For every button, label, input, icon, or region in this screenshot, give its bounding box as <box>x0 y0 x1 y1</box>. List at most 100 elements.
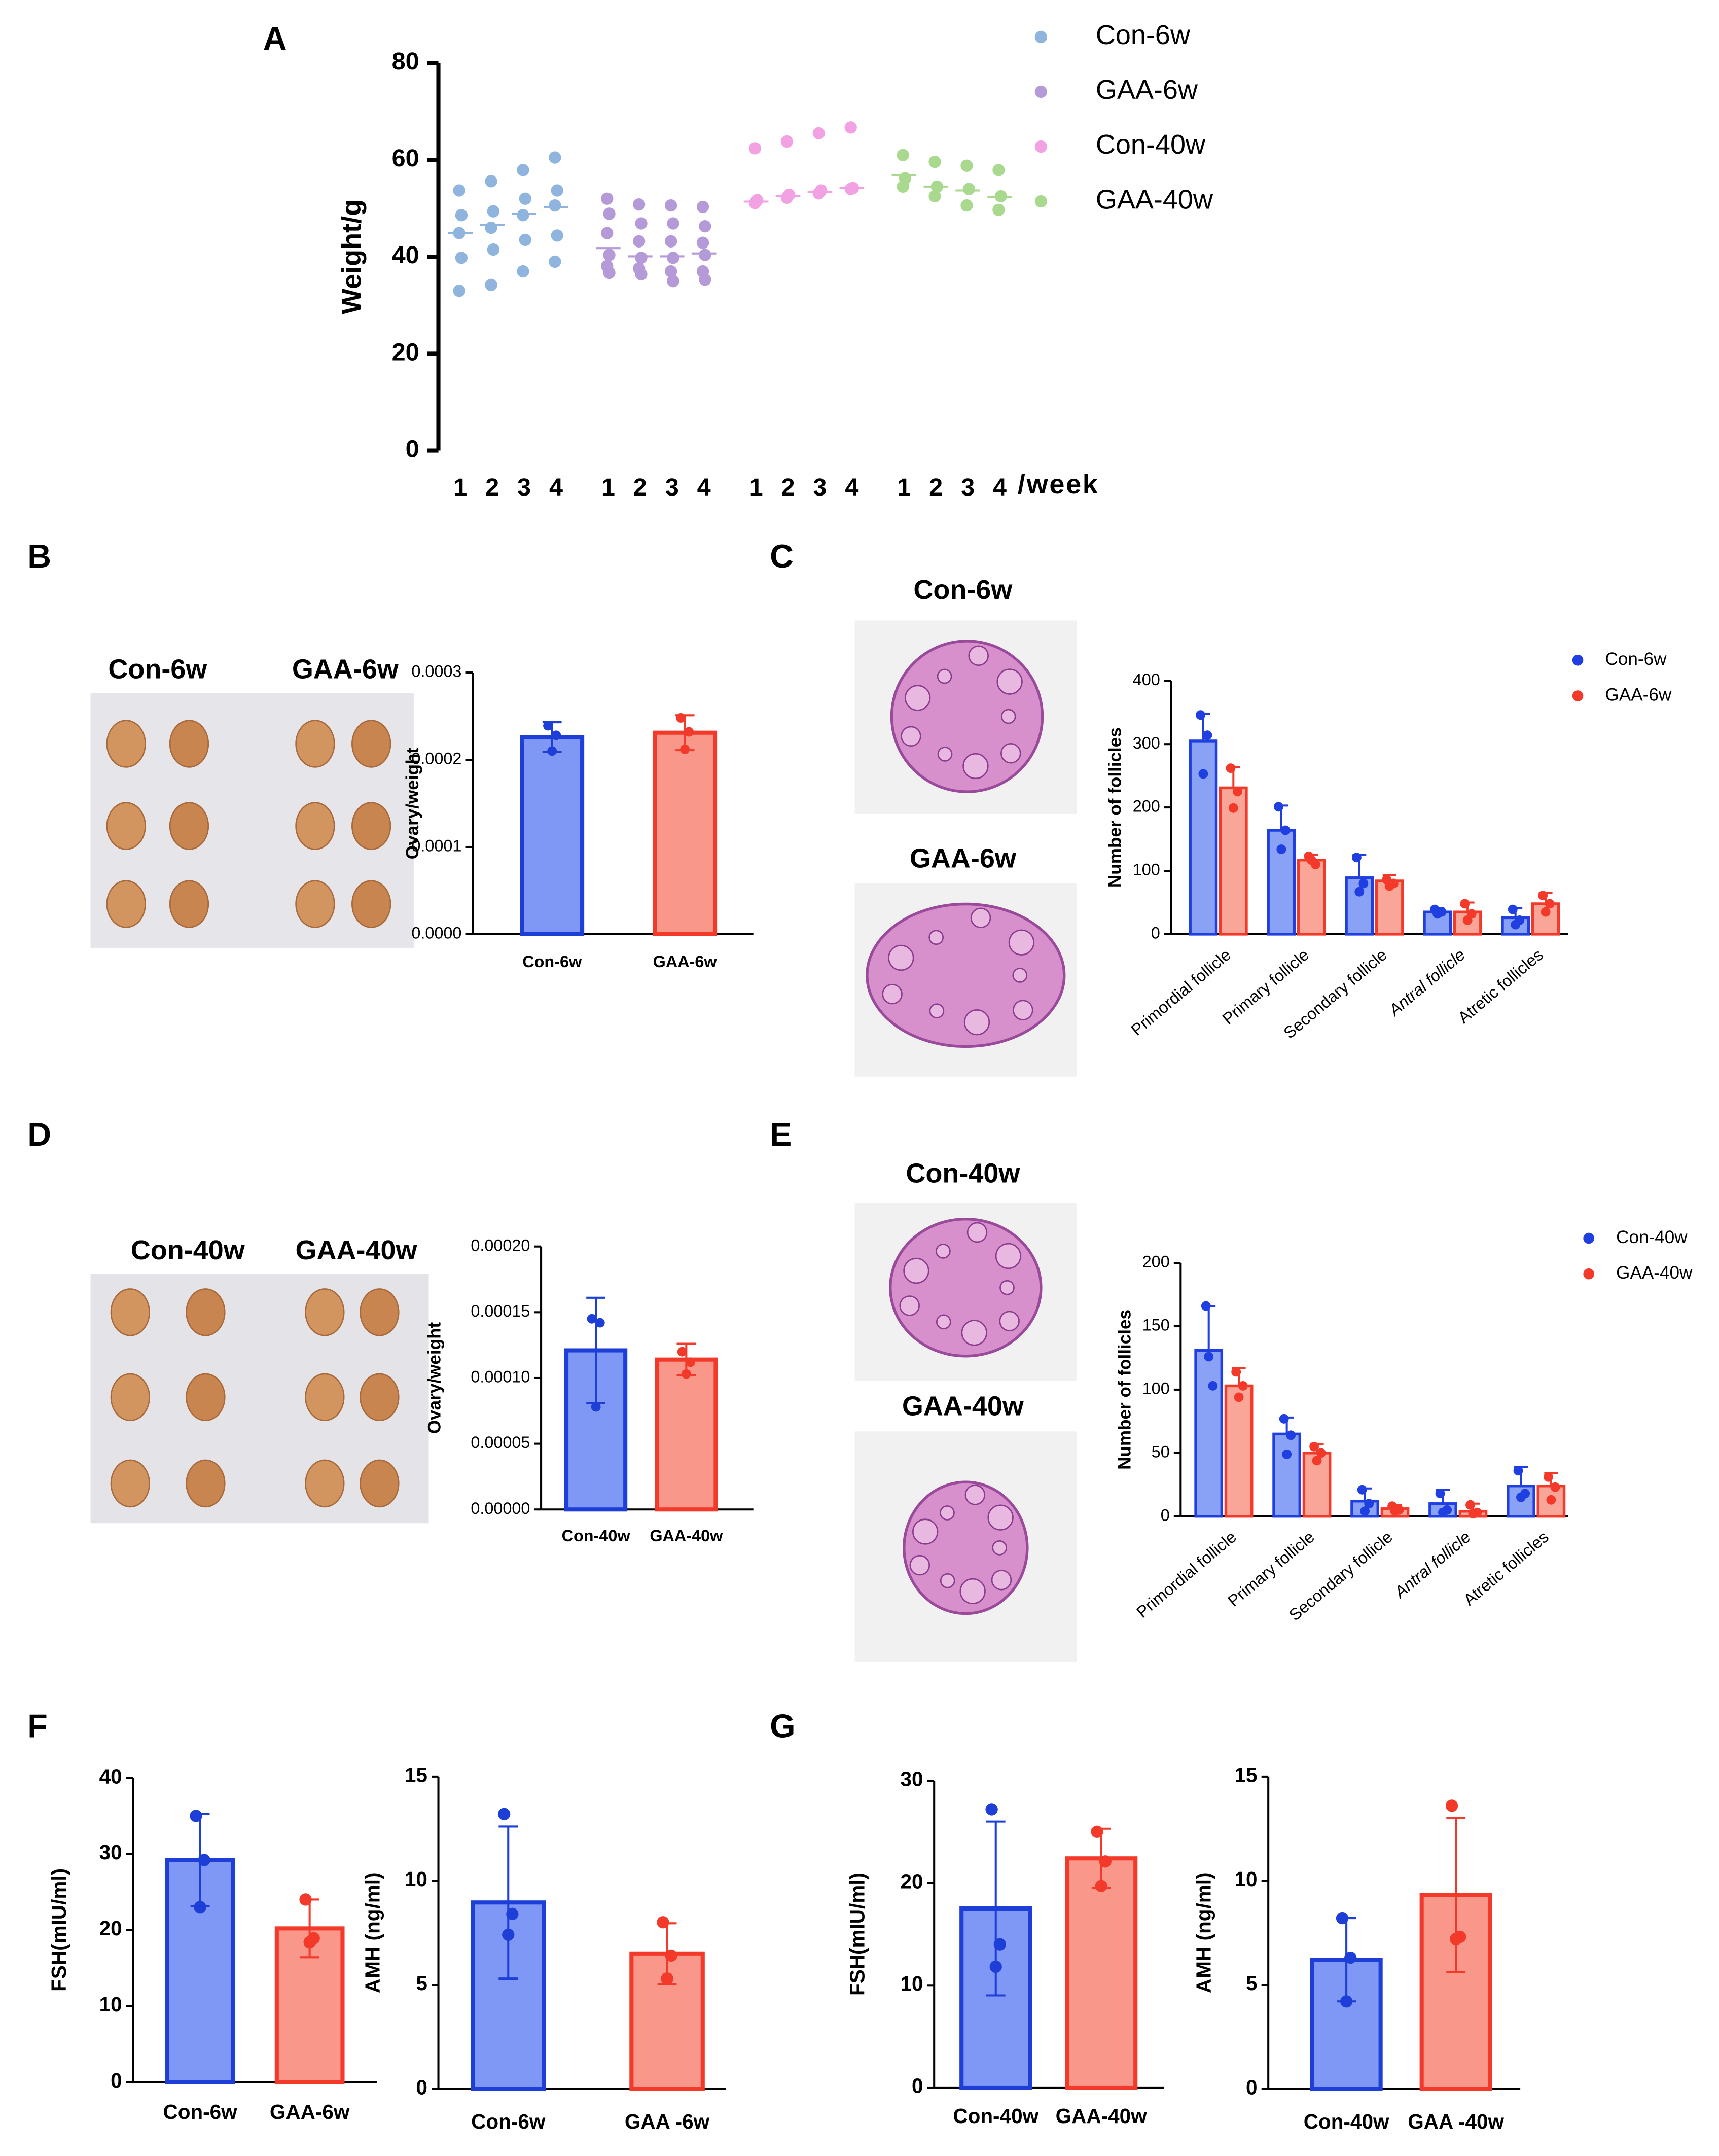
panel-label: B <box>27 538 51 575</box>
ovary <box>186 1373 226 1422</box>
x-tick-label: GAA -40w <box>1408 2110 1504 2133</box>
ovary <box>295 880 335 928</box>
dot <box>928 190 941 203</box>
dot <box>897 149 909 161</box>
data-point <box>1357 1485 1367 1495</box>
panel-label: D <box>27 1116 51 1153</box>
panel-label: G <box>770 1707 795 1744</box>
follicle-texture <box>940 1573 955 1588</box>
x-tick-label: 1 <box>749 474 763 501</box>
ovary <box>351 720 391 768</box>
data-point <box>506 1907 519 1920</box>
follicle-texture <box>912 1518 939 1545</box>
y-tick-label: 10 <box>1235 1867 1258 1891</box>
data-point <box>686 1357 695 1367</box>
data-point <box>1390 1506 1400 1516</box>
y-tick-label: 20 <box>99 1917 122 1940</box>
dot <box>992 203 1005 216</box>
y-tick-label: 0 <box>1151 924 1160 942</box>
data-point <box>1309 1441 1319 1452</box>
y-axis-label: Number of follicles <box>1105 727 1125 888</box>
dot <box>699 220 711 233</box>
dot <box>664 235 677 248</box>
x-tick-label: 3 <box>813 474 827 501</box>
dot <box>635 217 648 230</box>
data-point <box>543 721 553 731</box>
follicle-texture <box>966 1222 988 1243</box>
ovary <box>186 1288 226 1336</box>
dot <box>487 205 499 218</box>
legend-label: Con-40w <box>1096 129 1206 160</box>
ovary <box>360 1459 400 1508</box>
follicle-texture <box>904 685 931 711</box>
x-tick-label: 3 <box>961 474 975 501</box>
data-point <box>198 1854 210 1866</box>
data-point <box>676 713 686 723</box>
x-tick-label: GAA-40w <box>650 1527 723 1545</box>
dot <box>455 252 468 264</box>
dot <box>453 184 465 197</box>
y-tick-label: 0 <box>912 2074 923 2098</box>
x-tick-label: Con-6w <box>471 2110 546 2133</box>
bar <box>1224 1384 1254 1518</box>
data-point <box>1316 1448 1326 1458</box>
x-tick-label: 4 <box>549 474 563 501</box>
ovary <box>110 1459 151 1508</box>
data-point <box>1340 1995 1353 2008</box>
dot <box>699 273 711 286</box>
y-tick-label: 60 <box>392 145 419 172</box>
ovary <box>106 720 146 768</box>
follicle-texture <box>936 1314 951 1330</box>
y-axis-label: Ovary/weight <box>403 747 422 859</box>
x-tick-label: 4 <box>845 474 858 501</box>
y-tick-label: 15 <box>405 1763 427 1787</box>
bar <box>520 735 585 936</box>
data-point <box>1462 915 1473 925</box>
legend-label: Con-40w <box>1616 1227 1688 1247</box>
data-point <box>677 1347 687 1357</box>
ovary <box>305 1288 345 1336</box>
y-axis-label: Weight/g <box>336 199 367 314</box>
data-point <box>1198 769 1208 779</box>
follicle-texture <box>987 1504 1014 1531</box>
bar <box>1297 859 1326 936</box>
data-point <box>680 744 690 754</box>
data-point <box>502 1928 515 1941</box>
dot <box>960 199 973 212</box>
ovary <box>110 1373 151 1422</box>
ovary <box>295 802 335 850</box>
data-point <box>190 1810 202 1822</box>
data-point <box>1202 730 1212 740</box>
dot <box>812 187 825 200</box>
data-point <box>547 746 557 756</box>
legend-label: GAA-6w <box>1605 685 1672 704</box>
dot <box>485 278 497 291</box>
data-point <box>665 1949 677 1962</box>
data-point <box>1351 853 1362 863</box>
data-point <box>299 1893 312 1906</box>
follicle-texture <box>901 726 921 747</box>
data-point <box>1541 907 1551 917</box>
y-tick-label: 0 <box>111 2069 122 2092</box>
data-point <box>1516 1492 1526 1502</box>
x-tick-label: Atretic follicles <box>1454 945 1547 1027</box>
y-axis-label: FSH(mIU/ml) <box>47 1868 70 1992</box>
data-point <box>1384 881 1394 891</box>
x-tick-label: 2 <box>633 474 647 501</box>
data-point <box>1438 1507 1448 1517</box>
dot <box>487 243 499 256</box>
photo-label: Con-40w <box>131 1235 245 1265</box>
dot <box>633 198 646 211</box>
data-point <box>194 1901 206 1914</box>
follicle-texture <box>909 1554 930 1576</box>
data-point <box>303 1936 316 1949</box>
bar <box>653 730 718 936</box>
data-point <box>657 1916 669 1929</box>
data-point <box>1099 1855 1112 1868</box>
x-tick-label: Primordial follicle <box>1133 1528 1240 1621</box>
dot <box>551 184 563 197</box>
data-point <box>1336 1912 1349 1925</box>
x-axis-label: /week <box>1018 469 1099 500</box>
data-point <box>1344 1951 1357 1964</box>
